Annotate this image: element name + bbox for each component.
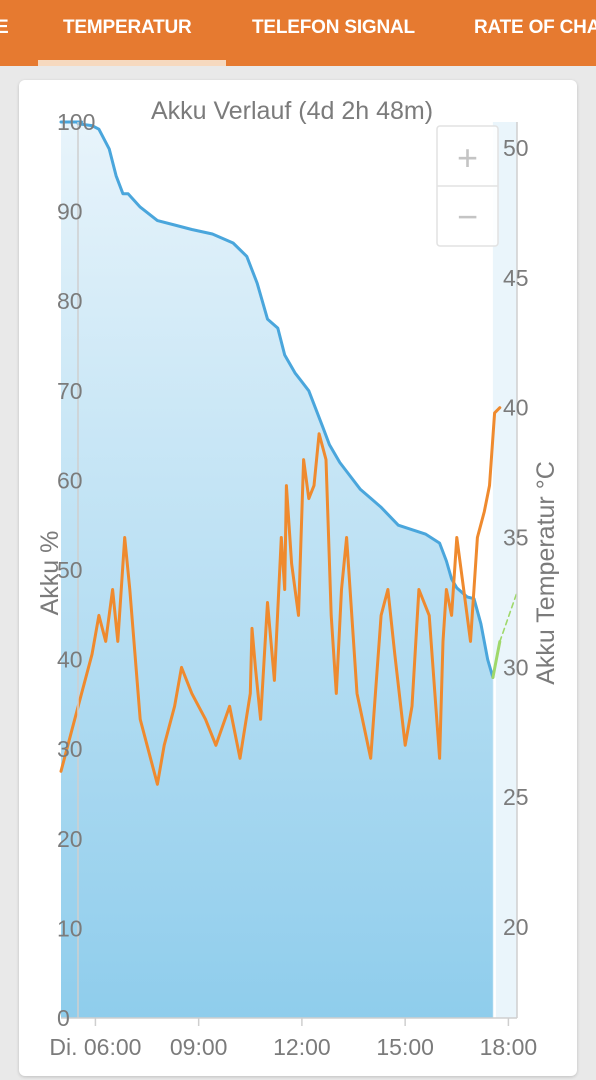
y-tick-label: 80 (57, 288, 83, 314)
y-axis-label: Akku % (36, 531, 64, 616)
active-tab-indicator (38, 60, 226, 66)
x-tick-label: 12:00 (273, 1034, 331, 1060)
battery-level-line (59, 120, 495, 679)
y2-axis-label: Akku Temperatur °C (532, 461, 560, 685)
x-tick-label: 15:00 (376, 1034, 434, 1060)
tab-bar: E TEMPERATUR TELEFON SIGNAL RATE OF CHA (0, 0, 596, 66)
zoom-controls: + − (436, 125, 499, 247)
tab-temperatur[interactable]: TEMPERATUR (63, 17, 192, 38)
zoom-out-icon: − (457, 196, 478, 237)
zoom-in-icon: + (457, 137, 478, 178)
y-tick-label: 90 (57, 199, 83, 225)
y-tick-label: 20 (57, 826, 83, 852)
chart-title: Akku Verlauf (4d 2h 48m) (151, 97, 433, 125)
y-tick-label: 0 (57, 1005, 70, 1031)
y-tick-label: 50 (57, 557, 83, 583)
projection-line (491, 640, 502, 679)
temperature-line (59, 406, 502, 786)
y-tick-label: 100 (57, 109, 95, 135)
y2-tick-label: 45 (503, 265, 529, 291)
projection-band (492, 122, 517, 1018)
projection-dashed-line (498, 591, 518, 643)
y2-tick-label: 35 (503, 525, 529, 551)
y2-tick-label: 25 (503, 784, 529, 810)
y2-tick-label: 30 (503, 654, 529, 680)
y2-tick-label: 20 (503, 914, 529, 940)
y2-tick-label: 50 (503, 135, 529, 161)
y-tick-label: 60 (57, 467, 83, 493)
y-tick-label: 30 (57, 736, 83, 762)
tab-partial-left[interactable]: E (0, 17, 9, 38)
x-tick-label: Di. 06:00 (49, 1034, 141, 1060)
tab-telefon-signal[interactable]: TELEFON SIGNAL (252, 17, 415, 38)
x-tick-label: 09:00 (170, 1034, 228, 1060)
x-tick-label: 18:00 (480, 1034, 538, 1060)
y2-tick-label: 40 (503, 395, 529, 421)
battery-area-fill (61, 122, 493, 1018)
tab-rate-of-change[interactable]: RATE OF CHA (474, 17, 596, 38)
y-tick-label: 70 (57, 378, 83, 404)
y-tick-label: 10 (57, 915, 83, 941)
y-tick-label: 40 (57, 647, 83, 673)
